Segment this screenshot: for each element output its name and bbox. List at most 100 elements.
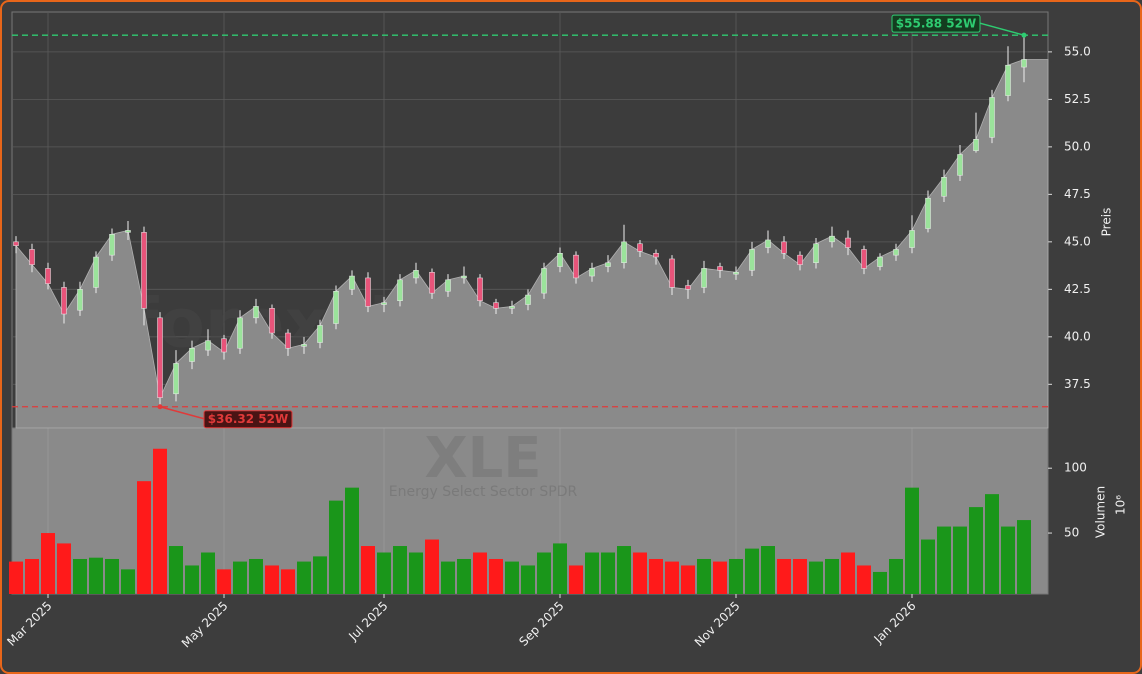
y-axis-label: Preis xyxy=(1100,208,1114,237)
candle-body xyxy=(525,294,531,305)
candle-body xyxy=(45,268,51,284)
volume-bar xyxy=(633,552,647,594)
y-tick-label: 100 xyxy=(1064,461,1087,475)
candle-body xyxy=(685,285,691,290)
volume-bar xyxy=(505,561,519,594)
volume-bar xyxy=(201,552,215,594)
candle-body xyxy=(253,306,259,319)
volume-bar xyxy=(73,558,87,594)
volume-bar xyxy=(41,533,55,594)
candle-body xyxy=(621,241,627,263)
volume-bar xyxy=(841,552,855,594)
title: XLE xyxy=(424,426,541,491)
candle-body xyxy=(813,243,819,263)
y-tick-label: 50.0 xyxy=(1064,139,1091,153)
volume-bar xyxy=(249,558,263,594)
y-tick-label: 52.5 xyxy=(1064,92,1091,106)
candle-body xyxy=(861,249,867,269)
candle-body xyxy=(653,252,659,258)
volume-bar xyxy=(425,539,439,594)
volume-bar xyxy=(1001,526,1015,594)
annotation-label: $55.88 52W xyxy=(896,17,976,31)
y-tick-label: 47.5 xyxy=(1064,187,1091,201)
volume-bar xyxy=(745,548,759,594)
candle-body xyxy=(141,232,147,309)
volume-bar xyxy=(985,494,999,594)
candle-body xyxy=(413,270,419,279)
volume-bar xyxy=(185,565,199,594)
volume-bar xyxy=(297,561,311,594)
candle-body xyxy=(829,235,835,243)
candle-body xyxy=(493,302,499,309)
volume-bar xyxy=(153,448,167,594)
candle-body xyxy=(445,279,451,292)
volume-bar xyxy=(393,546,407,594)
volume-bar xyxy=(57,543,71,594)
candle-body xyxy=(477,277,483,301)
volume-bar xyxy=(313,556,327,594)
volume-bar xyxy=(457,558,471,594)
layer: Mar 2025 May 2025 Jul 2025 Sep 2025 Nov 2025… xyxy=(4,12,1128,650)
candle-body xyxy=(557,252,563,267)
volume-bar xyxy=(809,561,823,594)
volume-bar xyxy=(361,546,375,594)
volume-bar xyxy=(105,558,119,594)
annotation-arrowhead xyxy=(1021,32,1027,38)
annotation-label: $36.32 52W xyxy=(208,412,288,426)
volume-bar xyxy=(265,565,279,594)
candle-body xyxy=(589,268,595,277)
candle-body xyxy=(893,249,899,256)
volume-bar xyxy=(217,569,231,594)
candle-body xyxy=(733,271,739,275)
candle-body xyxy=(125,230,131,233)
candle-body xyxy=(317,325,323,343)
volume-bar xyxy=(25,558,39,594)
candle-body xyxy=(973,139,979,151)
candle-body xyxy=(797,254,803,265)
y-axis-label: Volumen xyxy=(1094,486,1108,538)
candle-body xyxy=(349,275,355,290)
volume-bar xyxy=(921,539,935,594)
volume-bar xyxy=(889,558,903,594)
candle-body xyxy=(717,266,723,271)
volume-bar xyxy=(713,561,727,594)
candle-body xyxy=(173,363,179,395)
volume-bar xyxy=(537,552,551,594)
candle-body xyxy=(365,277,371,307)
volume-bar xyxy=(89,557,103,594)
y-tick-label: 40.0 xyxy=(1064,329,1091,343)
y-tick-label: 45.0 xyxy=(1064,234,1091,248)
volume-bar xyxy=(121,569,135,594)
volume-bar xyxy=(697,558,711,594)
volume-bar xyxy=(761,546,775,594)
volume-bar xyxy=(569,565,583,594)
volume-bar xyxy=(233,561,247,594)
candle-body xyxy=(285,332,291,349)
volume-bar xyxy=(329,500,343,594)
candle-body xyxy=(93,256,99,288)
candle-body xyxy=(301,344,307,347)
candle-body xyxy=(749,249,755,271)
volume-bar xyxy=(409,552,423,594)
candle-body xyxy=(429,271,435,294)
candle-body xyxy=(877,256,883,267)
candle-body xyxy=(61,287,67,315)
candle-body xyxy=(509,306,515,309)
volume-bar xyxy=(969,507,983,594)
volume-bar xyxy=(681,565,695,594)
volume-bar xyxy=(857,565,871,594)
volume-bar xyxy=(793,558,807,594)
volume-bar xyxy=(553,543,567,594)
candle-body xyxy=(13,241,19,246)
candle-body xyxy=(397,279,403,301)
candle-body xyxy=(573,254,579,279)
volume-bar xyxy=(345,487,359,594)
volume-bar xyxy=(617,546,631,594)
y-tick-label: 55.0 xyxy=(1064,44,1091,58)
y-tick-label: 50 xyxy=(1064,526,1079,540)
candle-body xyxy=(109,233,115,256)
volume-bar xyxy=(937,526,951,594)
candle-body xyxy=(925,197,931,229)
